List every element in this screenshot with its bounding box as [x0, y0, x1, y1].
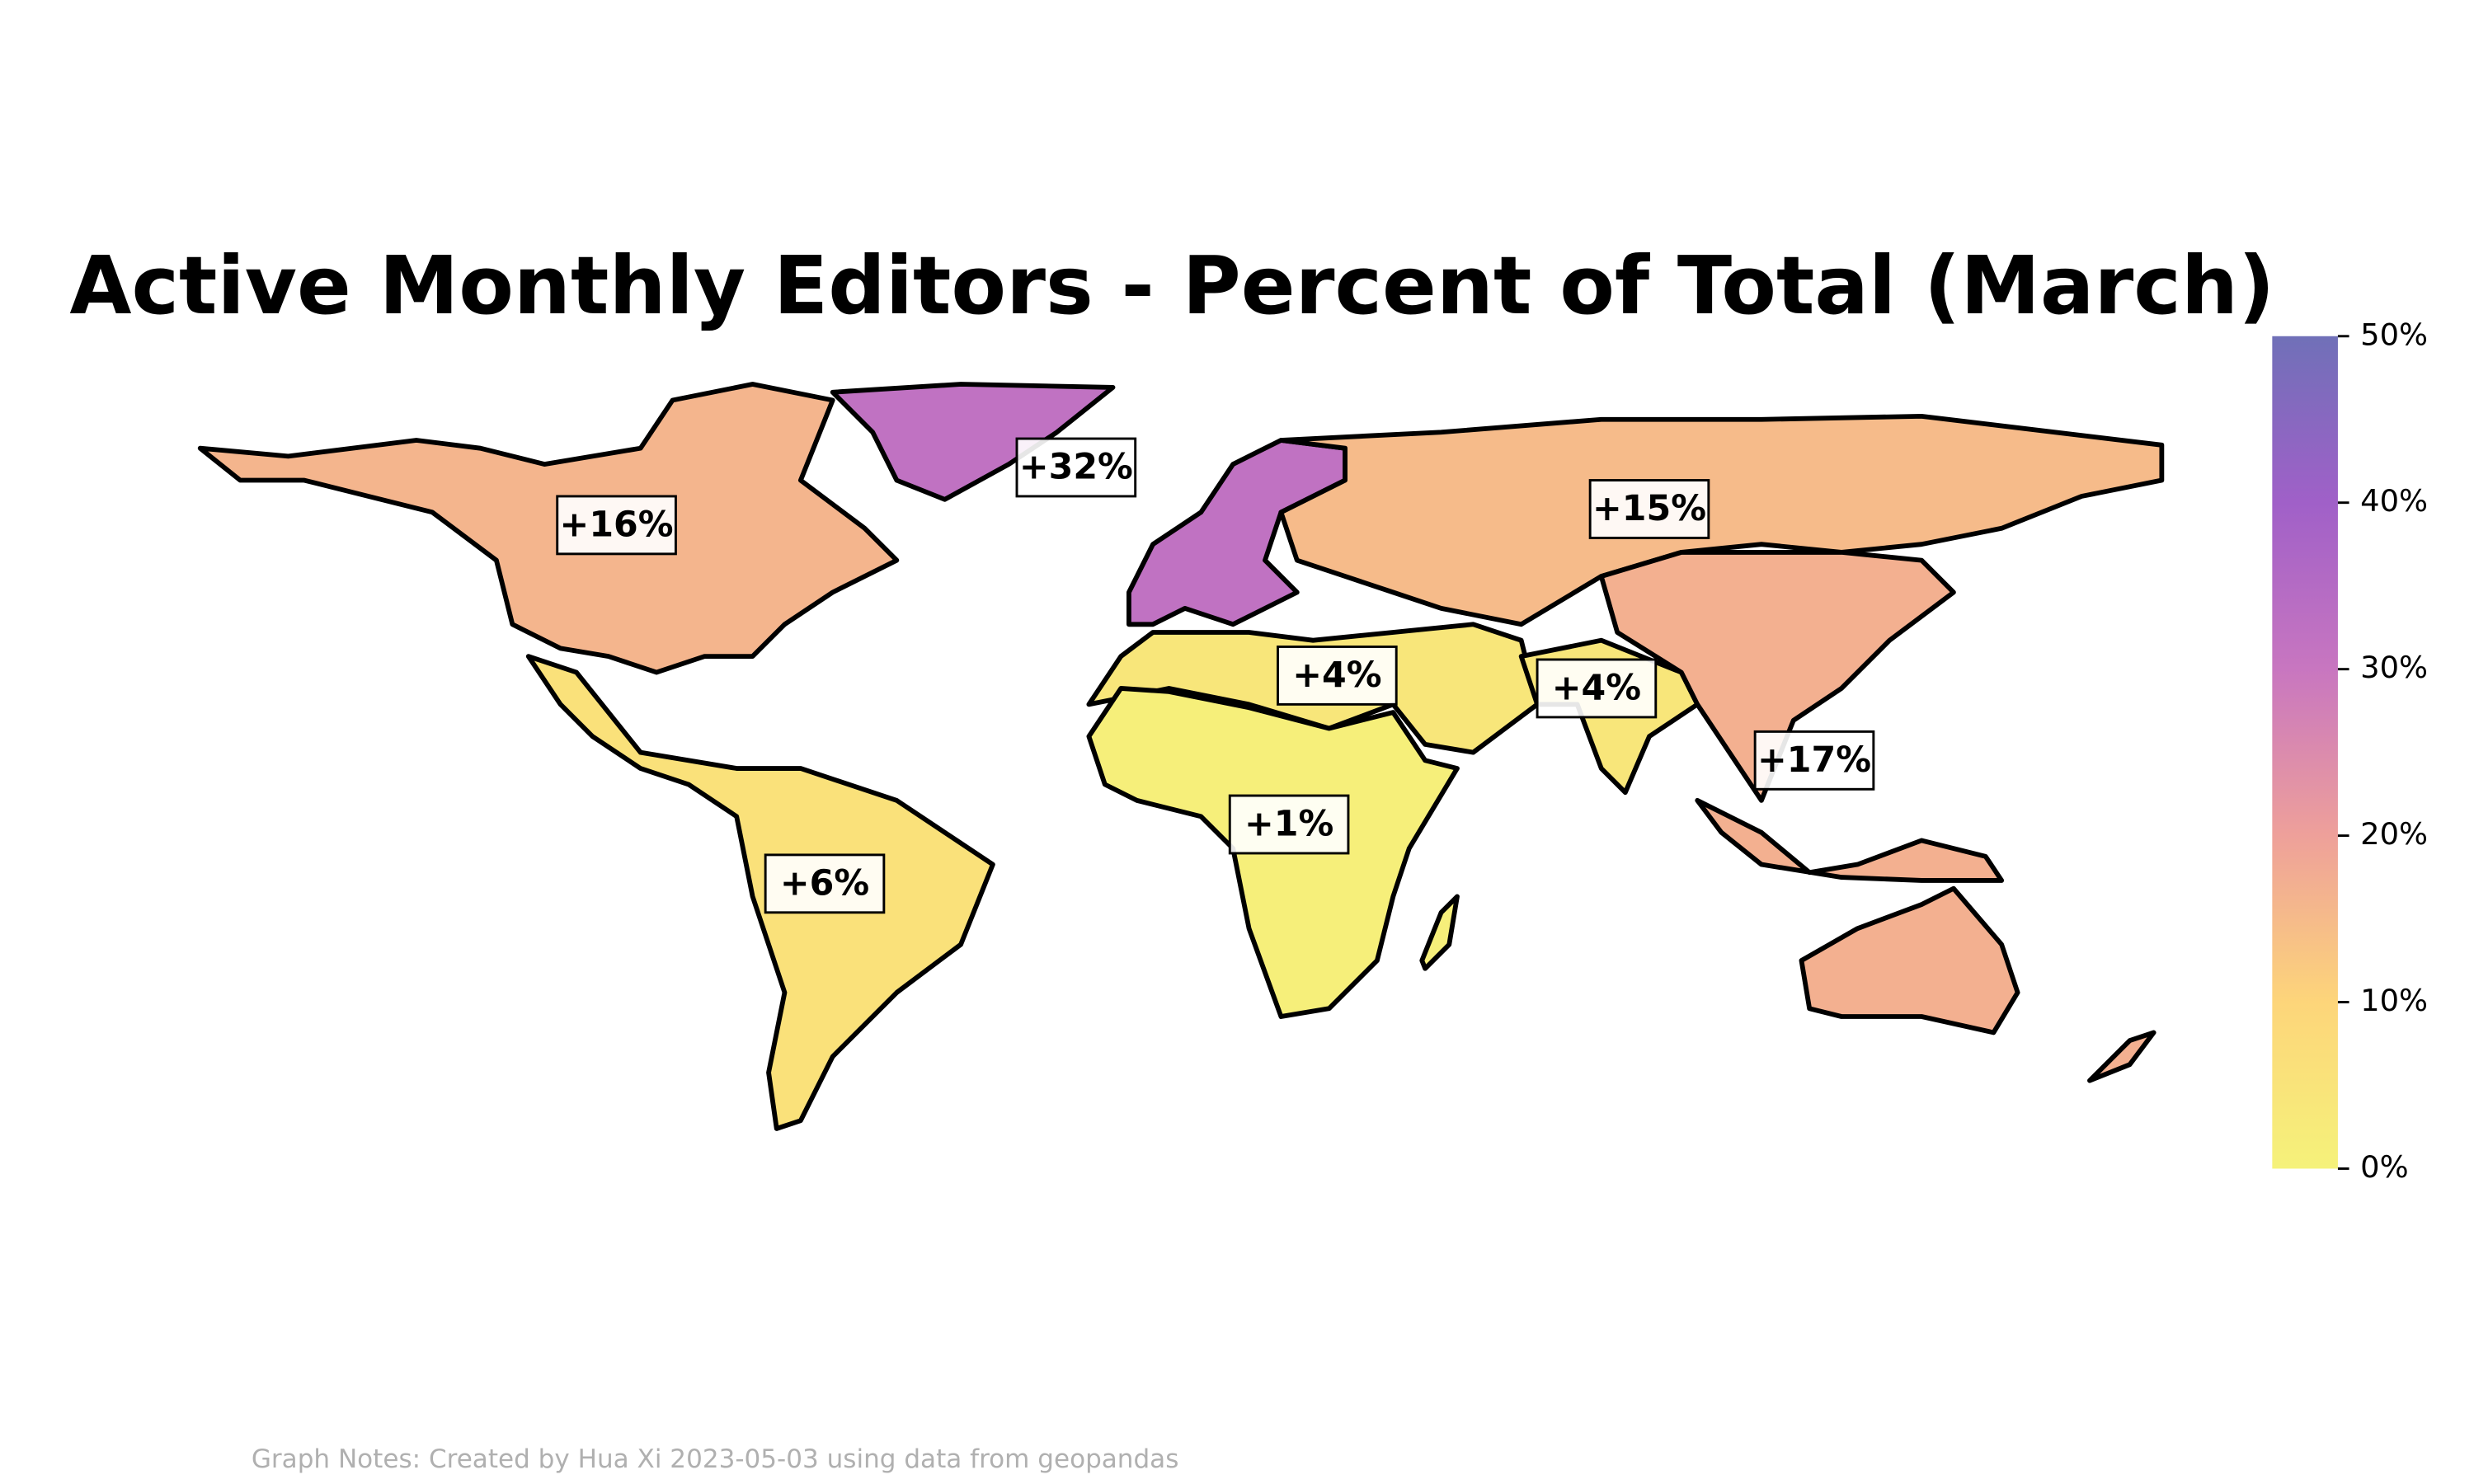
region: [1799, 885, 2020, 1036]
label-box: [556, 495, 677, 556]
colorbar-tick-label: 50%: [2360, 317, 2428, 352]
colorbar-tick-label: 10%: [2360, 983, 2428, 1018]
label-box: [1015, 437, 1137, 498]
region: [830, 382, 1116, 502]
region-labels: +16% +32% +15% +4% +4% +17% +6% +1%: [556, 437, 1875, 914]
region: [1598, 549, 1956, 803]
label-box: [1536, 658, 1658, 719]
label-box: [1228, 794, 1350, 855]
region-label: +1%: [1244, 803, 1333, 844]
colorbar-tick-label: 30%: [2360, 650, 2428, 685]
region-label: +4%: [1552, 667, 1641, 708]
graph-note: Graph Notes: Created by Hua Xi 2023-05-0…: [252, 1444, 1179, 1474]
label-box: [1588, 479, 1710, 539]
label-box: [764, 853, 886, 914]
region: [2087, 1030, 2157, 1083]
label-box: [1753, 730, 1875, 791]
colorbar: 0% 10% 20% 30% 40% 50%: [2272, 317, 2428, 1185]
region: [1695, 797, 2005, 883]
colorbar-tick-label: 20%: [2360, 816, 2428, 852]
region-label: +6%: [780, 862, 869, 904]
region: [1278, 413, 2165, 627]
label-box: [1277, 646, 1398, 706]
region: [525, 654, 995, 1131]
region-label: +16%: [560, 504, 674, 545]
region-label: +4%: [1292, 655, 1381, 696]
region: [197, 382, 900, 675]
colorbar-tick-label: 40%: [2360, 483, 2428, 519]
region-label: +32%: [1019, 446, 1133, 487]
chart-title: Active Monthly Editors - Percent of Tota…: [69, 239, 2274, 332]
region-label: +17%: [1757, 740, 1871, 781]
colorbar-gradient: [2272, 336, 2338, 1169]
colorbar-tick-label: 0%: [2360, 1149, 2408, 1185]
region: [1419, 894, 1460, 971]
region-label: +15%: [1592, 488, 1706, 529]
